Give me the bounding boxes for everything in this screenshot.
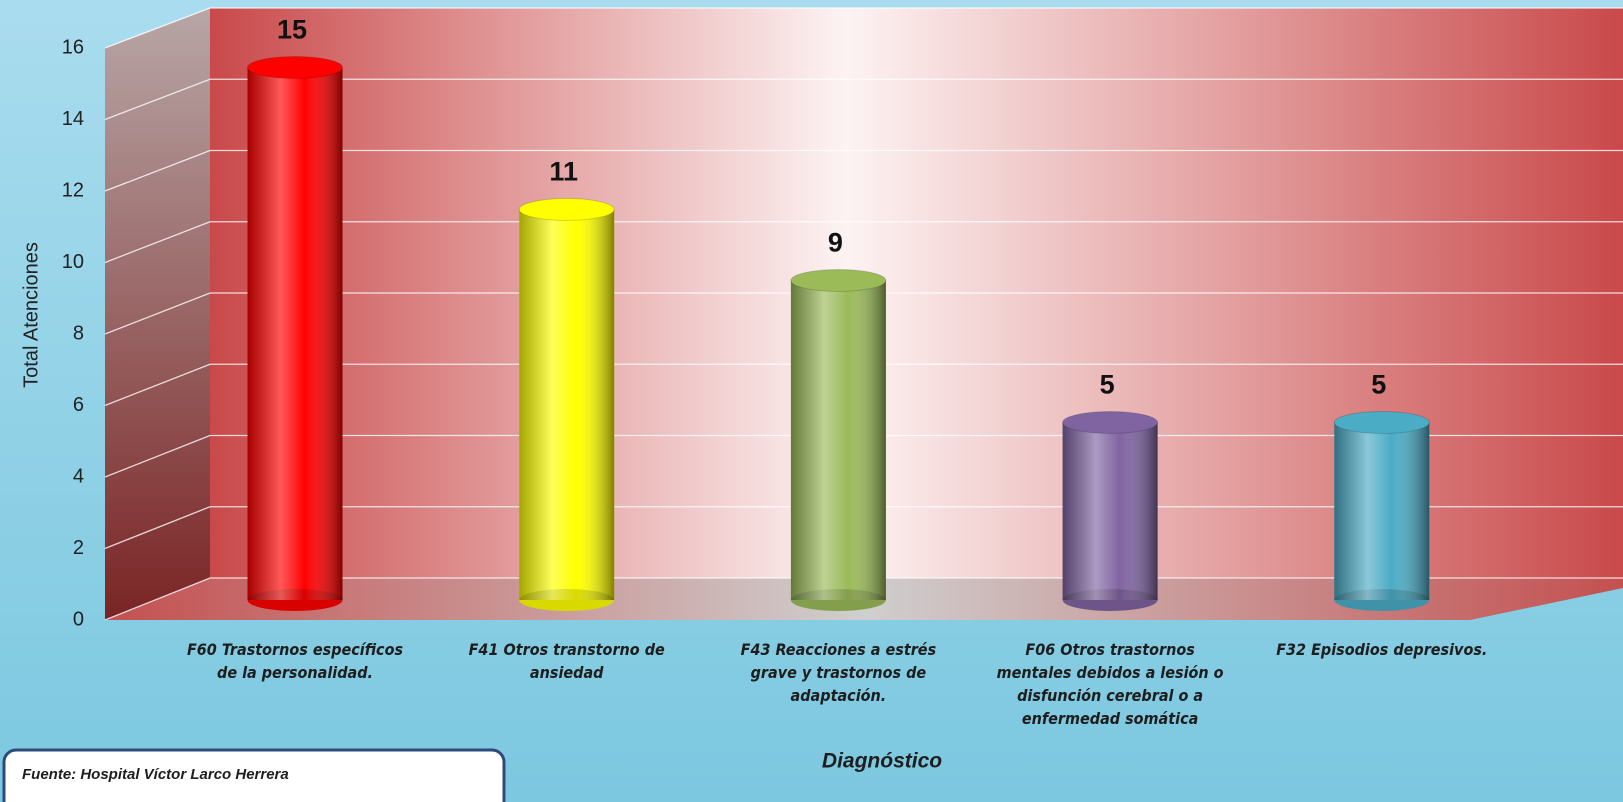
grid-line [104,363,1623,407]
bar-shade [247,67,343,600]
value-label: 9 [828,228,843,258]
value-label: 5 [1371,370,1386,400]
y-tick-label: 0 [73,608,84,630]
y-axis-label: Total Atenciones [20,242,42,388]
source: Fuente: Hospital Víctor Larco Herrera [22,766,289,783]
source-box [2,748,506,802]
x-tick-label-box: F06 Otros trastornos mentales debidos a … [996,640,1224,728]
x-tick-label: F60 Trastornos específicos de la persona… [186,640,404,682]
x-tick-label: F43 Reacciones a estrés grave y trastorn… [740,640,937,705]
bar-top [518,198,615,221]
x-axis-label: Diagnóstico [822,750,942,773]
bar-top [790,269,887,292]
y-tick-label: 12 [62,179,84,201]
grid-line [104,7,1623,49]
bar-top [1062,411,1159,434]
bars [247,56,1430,611]
grid-line [104,149,1623,192]
bar-top [247,56,343,79]
value-label: 5 [1100,370,1115,400]
value-label: 15 [277,15,307,45]
x-tick-label-box: F60 Trastornos específicos de la persona… [186,640,404,682]
bar-shade [1334,422,1430,600]
bar-top [1333,411,1430,434]
x-tick-label-box: F32 Episodios depresivos. [1276,640,1488,659]
bar-shade [790,280,886,600]
x-tick-label: F32 Episodios depresivos. [1276,640,1488,659]
grid-line [104,292,1623,335]
grid-line [104,221,1623,264]
x-tick-label: F41 Otros transtorno de ansiedad [468,640,665,682]
y-tick-label: 10 [62,251,84,273]
y-tick-label: 16 [62,36,84,58]
x-tick-label-box: F43 Reacciones a estrés grave y trastorn… [740,640,937,705]
y-tick-label: 8 [73,322,84,344]
x-tick-label: F06 Otros trastornos mentales debidos a … [996,640,1224,728]
value-label: 11 [549,157,578,187]
y-tick-label: 2 [73,537,84,559]
grid-line [104,78,1623,121]
y-tick-label: 4 [73,465,84,487]
bar-shade [519,209,615,600]
bar-shade [1062,422,1158,600]
y-tick-label: 14 [62,108,84,130]
x-tick-label-box: F41 Otros transtorno de ansiedad [468,640,665,682]
y-tick-label: 6 [73,394,84,416]
